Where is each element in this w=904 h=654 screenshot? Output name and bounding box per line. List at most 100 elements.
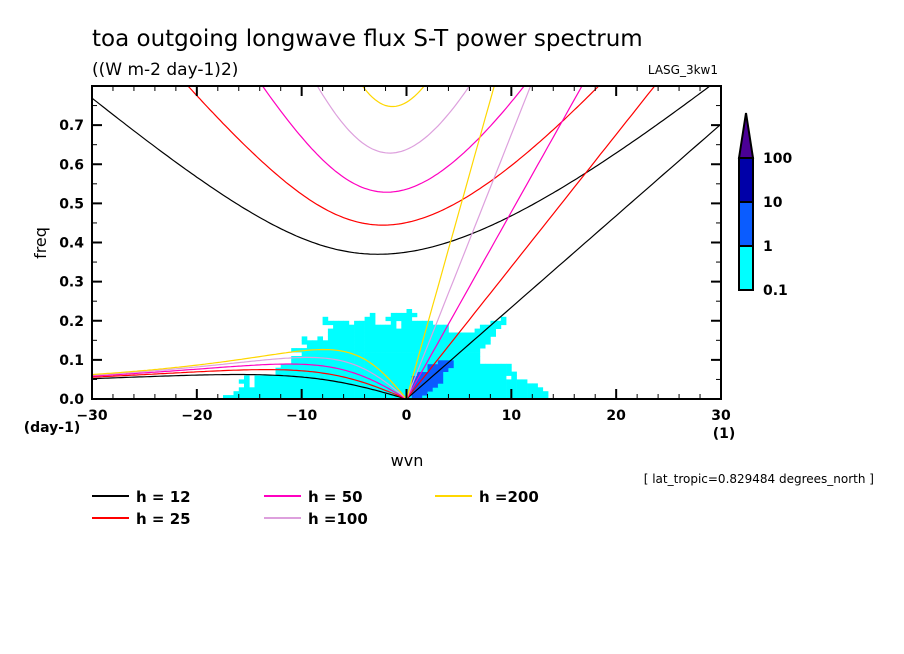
power-cell-0.1-1	[511, 383, 517, 388]
power-cell-0.1-1	[490, 387, 496, 392]
power-cell-0.1-1	[432, 336, 439, 341]
power-cell-0.1-1	[396, 352, 402, 357]
power-cell-0.1-1	[390, 328, 397, 333]
power-cell-0.1-1	[327, 332, 334, 337]
power-cell-0.1-1	[537, 387, 544, 392]
power-cell-0.1-1	[448, 352, 454, 357]
power-cell-0.1-1	[406, 379, 413, 384]
power-cell-0.1-1	[343, 363, 350, 369]
power-cell-0.1-1	[401, 340, 407, 345]
power-cell-0.1-1	[317, 348, 323, 353]
power-cell-0.1-1	[458, 371, 465, 376]
power-cell-0.1-1	[453, 387, 460, 392]
power-cell-0.1-1	[301, 391, 308, 396]
power-cell-0.1-1	[354, 375, 360, 380]
power-cell-0.1-1	[301, 371, 308, 376]
power-cell-0.1-1	[485, 383, 491, 388]
power-cell-0.1-1	[406, 344, 413, 349]
power-cell-0.1-1	[375, 379, 381, 384]
power-cell-0.1-1	[495, 379, 502, 384]
power-cell-0.1-1	[317, 359, 323, 365]
power-cell-0.1-1	[516, 395, 523, 399]
power-cell-0.1-1	[479, 344, 486, 349]
power-cell-0.1-1	[458, 340, 465, 345]
power-cell-0.1-1	[280, 391, 287, 396]
power-cell-0.1-1	[458, 356, 465, 361]
y-unit-label: (day-1)	[24, 420, 81, 436]
power-cell-0.1-1	[406, 363, 413, 369]
power-cell-0.1-1	[437, 340, 444, 345]
power-cell-0.1-1	[427, 320, 434, 326]
power-cell-0.1-1	[280, 371, 287, 376]
power-cell-0.1-1	[458, 344, 465, 349]
power-cell-0.1-1	[327, 375, 334, 380]
power-cell-0.1-1	[406, 356, 413, 361]
power-cell-0.1-1	[464, 340, 470, 345]
power-cell-1-10	[443, 367, 449, 372]
power-cell-0.1-1	[359, 363, 365, 369]
power-cell-0.1-1	[327, 336, 334, 341]
power-cell-0.1-1	[406, 336, 413, 341]
power-cell-0.1-1	[322, 359, 329, 365]
power-cell-1-10	[448, 363, 454, 369]
power-cell-0.1-1	[312, 352, 318, 357]
power-cell-0.1-1	[390, 332, 397, 337]
power-cell-0.1-1	[369, 359, 376, 365]
power-cell-0.1-1	[380, 340, 386, 345]
power-cell-0.1-1	[369, 336, 376, 341]
power-cell-1-10	[432, 367, 439, 372]
power-cell-0.1-1	[259, 387, 266, 392]
power-cell-0.1-1	[396, 332, 402, 337]
power-cell-0.1-1	[422, 352, 428, 357]
power-cell-0.1-1	[348, 344, 355, 349]
power-cell-0.1-1	[474, 348, 481, 353]
power-cell-0.1-1	[469, 336, 475, 341]
power-cell-0.1-1	[369, 352, 376, 357]
power-cell-0.1-1	[406, 352, 413, 357]
power-cell-0.1-1	[375, 367, 381, 372]
power-cell-0.1-1	[485, 332, 491, 337]
power-cell-0.1-1	[375, 375, 381, 380]
power-cell-0.1-1	[453, 379, 460, 384]
power-cell-1-10	[443, 359, 449, 365]
power-cell-0.1-1	[348, 328, 355, 333]
power-cell-0.1-1	[306, 344, 313, 349]
legend-label: h =100	[308, 510, 368, 528]
power-cell-0.1-1	[453, 348, 460, 353]
power-cell-0.1-1	[443, 375, 449, 380]
power-cell-0.1-1	[254, 387, 261, 392]
power-cell-0.1-1	[390, 312, 397, 318]
power-cell-1-10	[417, 371, 423, 376]
power-cell-0.1-1	[317, 391, 323, 396]
power-cell-0.1-1	[343, 391, 350, 396]
power-cell-0.1-1	[495, 395, 502, 399]
power-cell-0.1-1	[380, 328, 386, 333]
power-cell-0.1-1	[343, 340, 350, 345]
power-cell-0.1-1	[343, 387, 350, 392]
power-cell-0.1-1	[453, 332, 460, 337]
power-cell-1-10	[422, 383, 428, 388]
power-cell-0.1-1	[338, 395, 344, 399]
power-cell-0.1-1	[385, 383, 392, 388]
power-cell-0.1-1	[432, 356, 439, 361]
power-cell-0.1-1	[479, 363, 486, 369]
power-cell-0.1-1	[427, 324, 434, 329]
power-cell-0.1-1	[301, 395, 308, 399]
power-cell-0.1-1	[422, 336, 428, 341]
y-tick-label: 0.1	[59, 353, 84, 369]
power-cell-0.1-1	[343, 320, 350, 326]
power-cell-0.1-1	[411, 363, 418, 369]
power-cell-0.1-1	[479, 387, 486, 392]
power-cell-0.1-1	[401, 336, 407, 341]
power-cell-0.1-1	[448, 332, 454, 337]
power-cell-0.1-1	[364, 352, 371, 357]
y-tick-label: 0.0	[59, 392, 84, 408]
power-cell-0.1-1	[422, 356, 428, 361]
power-cell-0.1-1	[479, 379, 486, 384]
power-cell-0.1-1	[385, 348, 392, 353]
power-cell-0.1-1	[238, 391, 245, 396]
kelvin-curve-50	[405, 86, 583, 399]
power-cell-0.1-1	[375, 356, 381, 361]
power-cell-0.1-1	[343, 383, 350, 388]
power-cell-0.1-1	[259, 395, 266, 399]
